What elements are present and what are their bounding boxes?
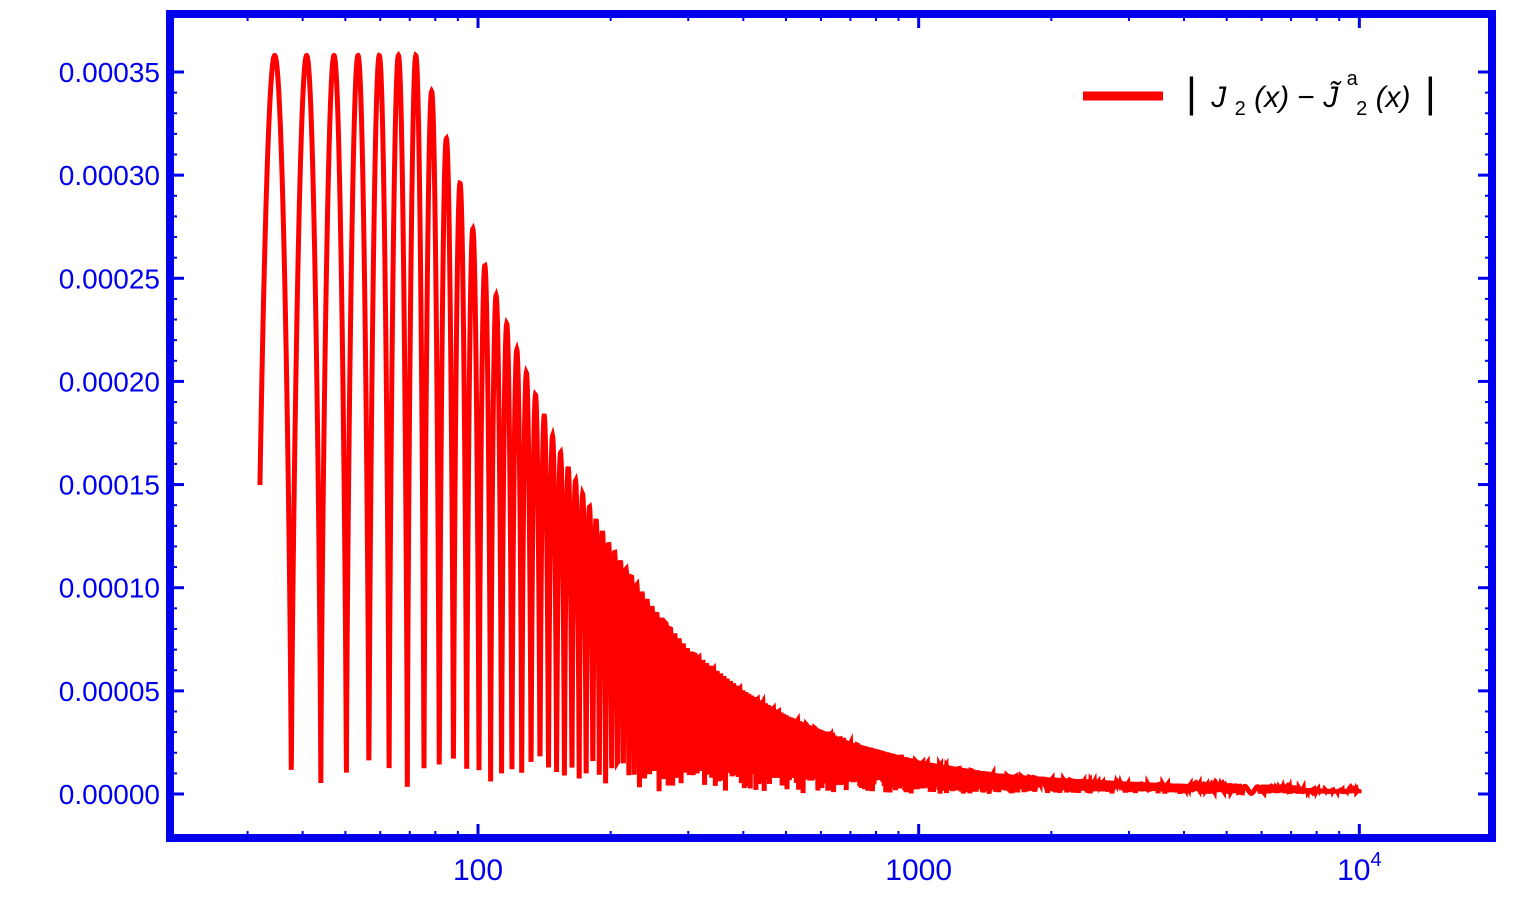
y-tick-label: 0.00035	[59, 57, 160, 88]
legend-arg1: (x)	[1254, 81, 1289, 114]
x-tick-labels: 100 1000 104	[453, 849, 1382, 887]
legend: | J 2 (x) − J̃ a 2 (x) |	[1083, 59, 1436, 122]
legend-sub2: 2	[1356, 98, 1367, 120]
series-line	[257, 50, 1362, 801]
legend-minus: −	[1297, 81, 1315, 114]
legend-j: J	[1210, 81, 1227, 114]
x-tick-base: 10	[1337, 854, 1370, 887]
x-tick-base: 1000	[885, 854, 952, 887]
legend-arg2: (x)	[1376, 81, 1411, 114]
y-tick-label: 0.00005	[59, 676, 160, 707]
y-tick-label: 0.00010	[59, 573, 160, 604]
plot-frame	[166, 10, 1496, 842]
legend-sub1: 2	[1235, 98, 1246, 120]
y-tick-labels: 0.00000 0.00005 0.00010 0.00015 0.00020 0.000…	[59, 57, 160, 810]
x-tick-base: 100	[453, 854, 503, 887]
legend-sup-a: a	[1347, 68, 1359, 90]
series-group	[257, 50, 1362, 801]
y-tick-label: 0.00025	[59, 263, 160, 294]
y-tick-label: 0.00030	[59, 160, 160, 191]
y-tick-label: 0.00020	[59, 366, 160, 397]
y-tick-label: 0.00015	[59, 470, 160, 501]
legend-abs-open: |	[1186, 69, 1197, 116]
x-tick-label: 104	[1337, 849, 1382, 887]
legend-label: | J 2 (x) − J̃ a 2 (x) |	[1186, 59, 1436, 122]
x-tick-label: 1000	[885, 854, 952, 887]
legend-abs-close: |	[1425, 69, 1436, 116]
axis-ticks	[170, 14, 1492, 838]
y-tick-label: 0.00000	[59, 779, 160, 810]
x-tick-label: 100	[453, 854, 503, 887]
legend-j-tilde: J̃	[1322, 81, 1341, 114]
x-tick-exponent: 4	[1370, 849, 1381, 871]
